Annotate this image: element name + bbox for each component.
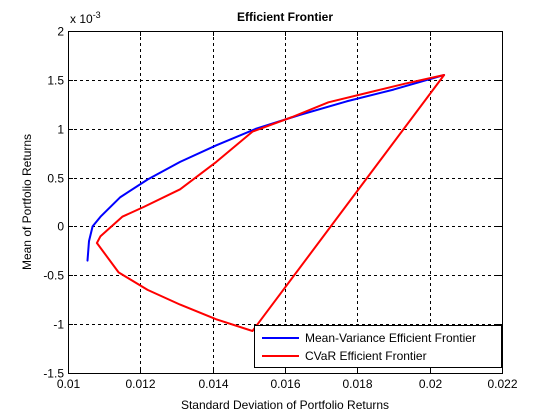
y-axis-multiplier: x 10-3 bbox=[70, 10, 101, 26]
legend: Mean-Variance Efficient Frontier CVaR Ef… bbox=[254, 325, 502, 368]
y-tick-label: -1.5 bbox=[43, 367, 64, 381]
y-tick-label: 0.5 bbox=[47, 172, 64, 186]
y-multiplier-exponent: -3 bbox=[93, 10, 101, 20]
x-axis-label: Standard Deviation of Portfolio Returns bbox=[181, 398, 389, 412]
series-line-mean-variance bbox=[86, 74, 446, 262]
x-tick-label: 0.01 bbox=[57, 377, 81, 391]
y-tick-label: -0.5 bbox=[43, 269, 64, 283]
y-tick-label: 2 bbox=[57, 25, 64, 39]
y-tick-label: 0 bbox=[57, 220, 64, 234]
y-axis-label: Mean of Portfolio Returns bbox=[20, 134, 34, 270]
x-tick-label: 0.014 bbox=[198, 377, 228, 391]
y-tick-label: -1 bbox=[53, 318, 64, 332]
legend-label-cvar: CVaR Efficient Frontier bbox=[305, 349, 427, 363]
legend-box bbox=[254, 325, 502, 368]
x-tick-label: 0.016 bbox=[270, 377, 300, 391]
x-tick-label: 0.018 bbox=[342, 377, 372, 391]
tick-labels: 0.01 0.012 0.014 0.016 0.018 0.02 0.022 -1.5 -1 -… bbox=[43, 25, 518, 392]
y-multiplier-base: x 10 bbox=[70, 12, 93, 26]
series-line-cvar bbox=[95, 74, 446, 332]
series-layer bbox=[86, 74, 446, 332]
chart-title: Efficient Frontier bbox=[237, 10, 333, 24]
grid-lines bbox=[68, 31, 502, 373]
x-tick-label: 0.02 bbox=[419, 377, 443, 391]
tick-marks bbox=[68, 31, 503, 374]
legend-label-mean-variance: Mean-Variance Efficient Frontier bbox=[305, 331, 476, 345]
x-tick-label: 0.012 bbox=[125, 377, 155, 391]
y-tick-label: 1.5 bbox=[47, 74, 64, 88]
y-tick-label: 1 bbox=[57, 123, 64, 137]
x-tick-label: 0.022 bbox=[487, 377, 517, 391]
